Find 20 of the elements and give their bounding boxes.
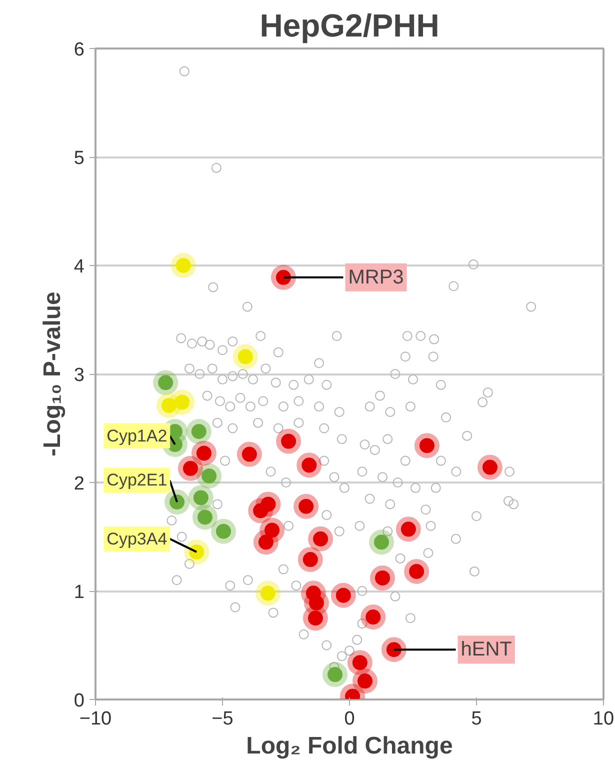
x-tick-label: 5 (471, 708, 482, 730)
y-tick-label: 4 (74, 256, 85, 278)
y-tick-label: 3 (74, 365, 85, 386)
x-tick-label: −5 (212, 708, 234, 730)
x-axis-title: Log₂ Fold Change (246, 732, 453, 760)
x-tick-label: 10 (592, 708, 614, 730)
annotation: Cyp1A2 (106, 426, 168, 446)
y-axis-title: -Log₁₀ P-value (38, 292, 66, 456)
y-tick-label: 6 (74, 40, 85, 60)
annotation: Cyp2E1 (106, 470, 168, 490)
y-tick-label: 0 (74, 690, 85, 712)
x-tick-label: 0 (344, 708, 355, 730)
chart-title: HepG2/PHH (260, 8, 440, 44)
annotation: MRP3 (348, 266, 404, 288)
annotation: Cyp3A4 (106, 529, 168, 548)
y-tick-label: 2 (74, 474, 85, 494)
annotation: hENT (460, 638, 512, 661)
y-tick-label: 1 (74, 582, 85, 603)
y-tick-label: 5 (74, 148, 85, 169)
x-tick-label: −10 (79, 708, 112, 730)
